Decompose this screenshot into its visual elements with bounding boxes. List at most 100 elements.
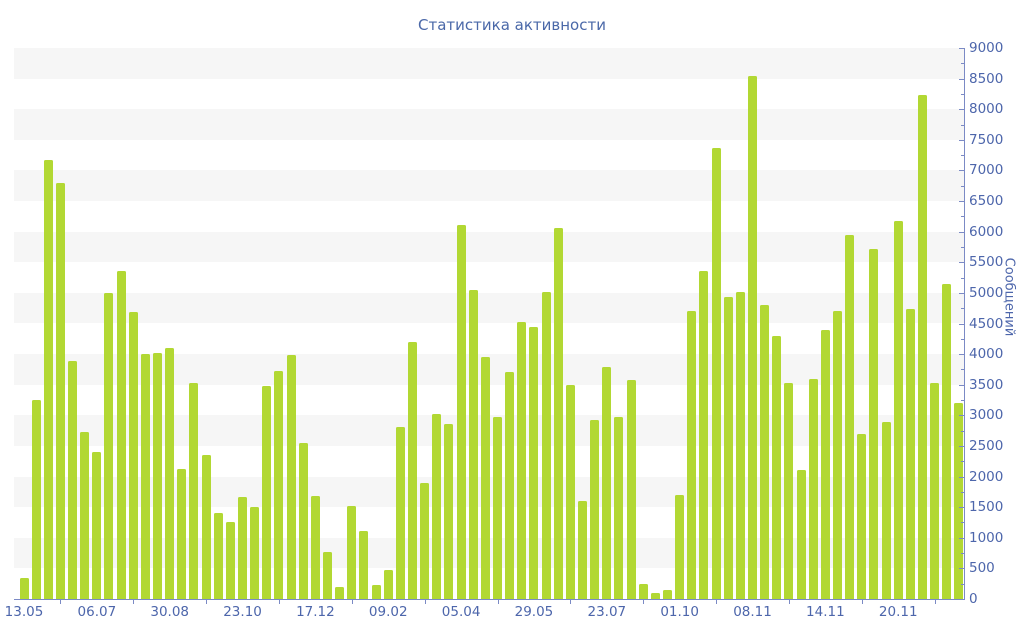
bar[interactable]	[153, 352, 163, 599]
bar[interactable]	[359, 531, 369, 599]
bar[interactable]	[43, 160, 53, 599]
bar[interactable]	[796, 470, 806, 599]
bar[interactable]	[31, 400, 41, 599]
bar[interactable]	[19, 577, 29, 599]
bar[interactable]	[250, 507, 260, 599]
y-axis-tick	[959, 476, 964, 478]
bar[interactable]	[408, 342, 418, 599]
bar[interactable]	[833, 311, 842, 599]
bar[interactable]	[942, 284, 952, 599]
bar[interactable]	[177, 468, 187, 599]
bar[interactable]	[383, 569, 393, 599]
bar[interactable]	[918, 95, 927, 599]
bar[interactable]	[128, 311, 138, 599]
bar[interactable]	[954, 403, 964, 599]
x-axis-label: 23.07	[587, 604, 627, 620]
bar[interactable]	[444, 423, 454, 599]
bar[interactable]	[711, 147, 721, 599]
bar[interactable]	[565, 385, 575, 599]
bar[interactable]	[92, 452, 102, 599]
bar[interactable]	[687, 311, 697, 599]
bar[interactable]	[140, 354, 150, 599]
y-axis-tick	[961, 277, 964, 279]
bar[interactable]	[298, 442, 308, 599]
x-axis-tick	[133, 600, 135, 604]
x-axis-label: 06.07	[77, 604, 117, 620]
bar[interactable]	[723, 297, 733, 599]
bar[interactable]	[420, 483, 430, 599]
bar[interactable]	[541, 291, 551, 599]
bar[interactable]	[468, 290, 478, 599]
bar[interactable]	[456, 224, 466, 599]
plot-area	[14, 48, 964, 599]
x-axis-tick	[570, 600, 572, 604]
bar[interactable]	[699, 271, 709, 599]
bar[interactable]	[165, 347, 175, 599]
bar[interactable]	[602, 366, 612, 599]
bar[interactable]	[760, 305, 770, 599]
bar[interactable]	[930, 382, 940, 599]
bar[interactable]	[675, 494, 685, 599]
x-axis-tick	[351, 600, 353, 604]
bar[interactable]	[663, 589, 673, 599]
y-axis-tick	[959, 568, 964, 570]
y-axis-tick	[959, 139, 964, 141]
bar[interactable]	[395, 426, 405, 599]
bar[interactable]	[748, 75, 758, 599]
bar[interactable]	[225, 522, 235, 599]
y-axis-tick	[961, 124, 964, 126]
bar[interactable]	[517, 321, 527, 599]
bar[interactable]	[772, 335, 782, 599]
bar[interactable]	[55, 182, 65, 599]
bar[interactable]	[480, 357, 490, 599]
x-axis-label: 29.05	[514, 604, 554, 620]
bar[interactable]	[893, 220, 903, 599]
plot-stripe	[14, 109, 964, 140]
bar[interactable]	[189, 382, 199, 599]
y-axis-tick	[961, 246, 964, 248]
y-axis-label: 6500	[969, 193, 1004, 210]
bar[interactable]	[213, 513, 223, 599]
bar[interactable]	[553, 227, 563, 599]
bar[interactable]	[68, 360, 78, 599]
bar[interactable]	[905, 309, 915, 599]
bar[interactable]	[590, 420, 600, 599]
y-axis-tick	[959, 445, 964, 447]
bar[interactable]	[432, 413, 442, 599]
bar[interactable]	[323, 551, 333, 599]
x-axis-tick	[278, 600, 280, 604]
bar[interactable]	[578, 501, 588, 599]
bar[interactable]	[820, 329, 830, 599]
bar[interactable]	[808, 378, 818, 599]
bar[interactable]	[857, 433, 867, 599]
y-axis-label: 5500	[969, 254, 1004, 271]
bar[interactable]	[493, 417, 503, 599]
bar[interactable]	[614, 417, 624, 599]
bar[interactable]	[104, 292, 114, 599]
y-axis-label: 0	[969, 591, 978, 607]
bar[interactable]	[638, 583, 648, 599]
bar[interactable]	[80, 432, 90, 599]
y-axis-tick	[961, 308, 964, 310]
y-axis-label: 2000	[969, 468, 1004, 485]
bar[interactable]	[238, 497, 248, 599]
bar[interactable]	[274, 371, 284, 599]
bar[interactable]	[347, 505, 357, 599]
bar[interactable]	[650, 592, 660, 599]
bar[interactable]	[310, 495, 320, 599]
bar[interactable]	[529, 326, 539, 599]
bar[interactable]	[371, 584, 381, 599]
bar[interactable]	[286, 354, 296, 599]
bar[interactable]	[784, 382, 794, 599]
bar[interactable]	[869, 248, 879, 599]
bar[interactable]	[845, 234, 855, 599]
bar[interactable]	[626, 380, 636, 599]
bar[interactable]	[735, 291, 745, 599]
bar[interactable]	[881, 422, 891, 599]
bar[interactable]	[505, 371, 515, 599]
bar[interactable]	[262, 385, 272, 599]
bar[interactable]	[201, 455, 211, 599]
bar[interactable]	[335, 586, 345, 599]
y-axis-tick	[961, 63, 964, 65]
bar[interactable]	[116, 271, 126, 599]
